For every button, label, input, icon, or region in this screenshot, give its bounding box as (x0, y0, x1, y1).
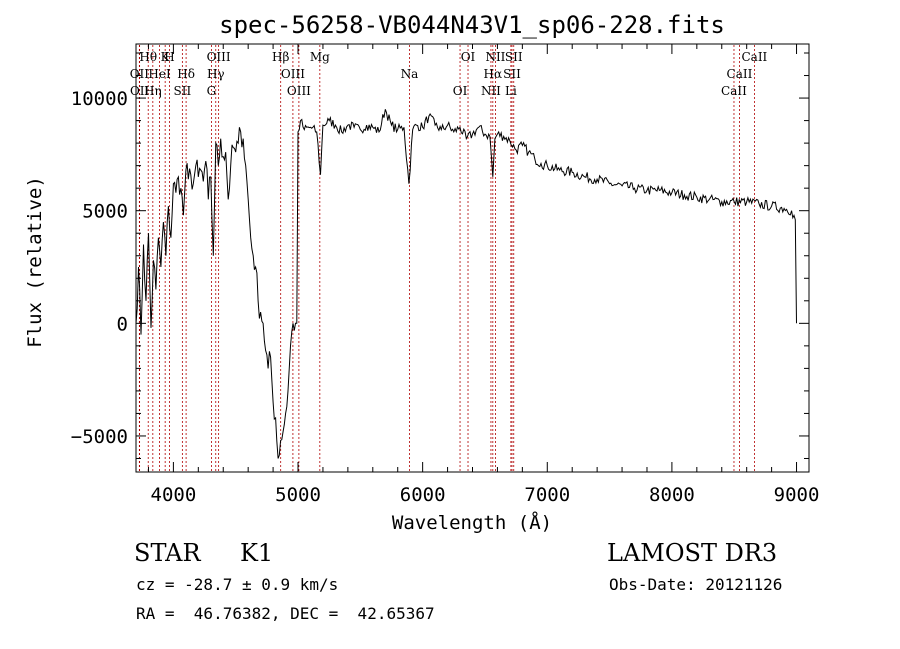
ref-label-1: OII (130, 67, 150, 81)
subclass-label: K1 (240, 539, 274, 567)
ref-label-23: Li (505, 84, 517, 98)
y-tick-label-5000: 5000 (82, 201, 128, 223)
ref-label-14: OIII (287, 84, 311, 98)
ref-label-8: SII (174, 84, 192, 98)
ref-label-16: Na (401, 67, 419, 81)
ref-label-9: OIII (207, 50, 231, 64)
ref-label-7: Hδ (177, 67, 195, 81)
x-tick-label-9000: 9000 (774, 484, 820, 506)
ref-label-2: OII (130, 84, 150, 98)
y-tick-label-10000: 10000 (71, 88, 128, 110)
ref-label-12: Hβ (272, 50, 289, 64)
cz-value: cz = -28.7 ± 0.9 km/s (136, 575, 339, 594)
plot-frame (135, 43, 810, 473)
ref-label-22: SII (503, 67, 521, 81)
y-axis-label: Flux (relative) (24, 176, 46, 348)
ref-label-5: Hη (144, 84, 162, 98)
x-tick-label-6000: 6000 (400, 484, 446, 506)
ref-label-17: OI (453, 84, 468, 98)
ref-label-26: CaII (721, 84, 747, 98)
y-tick-label-0: 0 (117, 313, 128, 335)
y-axis-ticks: −5000 0 5000 10000 (71, 52, 809, 459)
x-axis-label: Wavelength (Å) (392, 511, 552, 534)
ref-label-21: NII (485, 50, 505, 64)
x-tick-label-5000: 5000 (275, 484, 321, 506)
ref-label-11: G (207, 84, 217, 98)
ref-label-4: HeI (148, 67, 171, 81)
x-tick-label-7000: 7000 (524, 484, 570, 506)
ref-label-25: CaII (727, 67, 753, 81)
obs-date: Obs-Date: 20121126 (609, 575, 783, 594)
reference-line-labels: Hθ OII OII K HeI Hη HHδ SII OIII Hγ G Hβ OIII OIII Mg N… (130, 50, 768, 98)
ref-label-20: NII (481, 84, 501, 98)
class-label: STAR (134, 539, 201, 567)
ref-label-18: OI (461, 50, 476, 64)
ref-label-27: CaII (741, 50, 767, 64)
ref-label-24: SII (505, 50, 523, 64)
ref-label-13: OIII (281, 67, 305, 81)
y-tick-label--5000: −5000 (71, 426, 128, 448)
x-tick-label-4000: 4000 (151, 484, 197, 506)
spectrum-line (135, 109, 797, 459)
ref-label-6: H (164, 50, 174, 64)
survey-label: LAMOST DR3 (607, 539, 778, 567)
x-tick-label-8000: 8000 (649, 484, 695, 506)
coordinates: RA = 46.76382, DEC = 42.65367 (136, 604, 435, 623)
ref-label-3: K (161, 50, 171, 64)
reference-lines (138, 45, 755, 471)
ref-label-10: Hγ (207, 67, 225, 81)
chart-title: spec-56258-VB044N43V1_sp06-228.fits (219, 11, 725, 39)
ref-label-19: Hα (484, 67, 503, 81)
x-axis-ticks: 4000 5000 6000 7000 8000 9000 (147, 44, 820, 506)
ref-label-0: Hθ (139, 50, 157, 64)
ref-label-15: Mg (310, 50, 330, 64)
